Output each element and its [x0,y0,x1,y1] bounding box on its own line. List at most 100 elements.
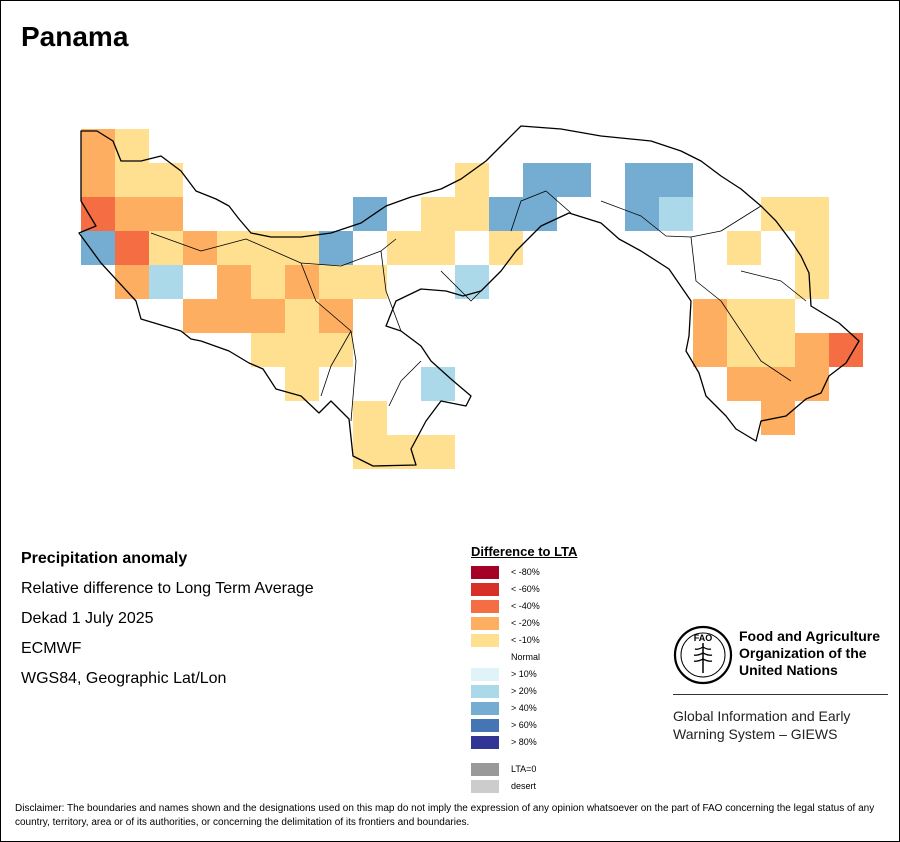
grid-cell [387,401,421,435]
grid-cell [353,265,387,299]
grid-cell [217,265,251,299]
grid-cell [761,231,795,265]
province-border [150,190,807,422]
grid-cell [149,265,183,299]
grid-cell [625,163,659,197]
legend-class-label: > 20% [511,686,537,696]
legend-class-item: < -60% [471,582,577,599]
legend-class-item: > 80% [471,735,577,752]
grid-cell [81,163,115,197]
grid-cell [693,333,727,367]
map-area [78,125,863,469]
grid-cell [285,333,319,367]
grid-cell [761,333,795,367]
system-name: Global Information and Early Warning Sys… [673,708,851,742]
grid-cell [115,231,149,265]
panama-coastline [78,125,860,467]
grid-cell [421,231,455,265]
info-period: Dekad 1 July 2025 [21,610,154,627]
legend-extra: LTA=0 desert [471,762,577,796]
grid-cell [319,333,353,367]
grid-cell [81,129,115,163]
grid-cell [285,265,319,299]
grid-cell [727,367,761,401]
legend-class-item: < -40% [471,599,577,616]
grid-cell [115,265,149,299]
grid-cell [455,231,489,265]
grid-cell [795,367,829,401]
grid-cell [693,197,727,231]
legend-class-swatch [471,719,499,732]
org-name: Food and Agriculture Organization of the… [739,628,881,678]
grid-cell [795,299,829,333]
grid-cell [761,265,795,299]
legend-class-label: > 40% [511,703,537,713]
legend-class-item: < -20% [471,616,577,633]
legend-class-item: > 20% [471,684,577,701]
legend-extra-swatch [471,780,499,793]
grid-cell [387,231,421,265]
grid-cell [795,333,829,367]
grid-cell [251,299,285,333]
legend-class-item: Normal [471,650,577,667]
anomaly-grid [81,129,863,469]
grid-cell [727,231,761,265]
grid-cell [659,163,693,197]
grid-cell [115,129,149,163]
grid-cell [523,197,557,231]
legend-class-label: > 80% [511,737,537,747]
legend-class-label: < -10% [511,635,540,645]
grid-cell [795,197,829,231]
legend-class-swatch [471,600,499,613]
grid-cell [693,231,727,265]
grid-cell [659,197,693,231]
grid-cell [183,299,217,333]
grid-cell [115,197,149,231]
grid-cell [489,197,523,231]
legend-class-item: > 10% [471,667,577,684]
disclaimer: Disclaimer: The boundaries and names sho… [15,803,875,828]
grid-cell [761,299,795,333]
legend-class-item: > 60% [471,718,577,735]
grid-cell [217,231,251,265]
grid-cell [727,401,761,435]
legend-classes: < -80% < -60% < -40% < -20% < -10% Normal > 10… [471,565,577,752]
grid-cell [523,163,557,197]
info-measure: Relative difference to Long Term Average [21,580,314,597]
grid-cell [489,265,523,299]
grid-cell [421,367,455,401]
legend-class-label: > 60% [511,720,537,730]
grid-cell [693,299,727,333]
grid-cell [285,299,319,333]
grid-cell [285,367,319,401]
grid-cell [319,231,353,265]
legend-extra-label: LTA=0 [511,764,537,774]
grid-cell [353,333,387,367]
legend-class-swatch [471,651,499,664]
grid-cell [761,197,795,231]
legend: Difference to LTA < -80% < -60% < -40% < -2… [471,544,577,796]
grid-cell [625,197,659,231]
legend-extra-item: LTA=0 [471,762,577,779]
grid-cell [455,197,489,231]
grid-cell [319,265,353,299]
legend-class-label: > 10% [511,669,537,679]
legend-class-swatch [471,634,499,647]
grid-cell [795,265,829,299]
grid-cell [455,163,489,197]
grid-cell [217,299,251,333]
legend-extra-swatch [471,763,499,776]
grid-cell [727,265,761,299]
legend-class-swatch [471,736,499,749]
grid-cell [353,401,387,435]
legend-class-item: < -10% [471,633,577,650]
grid-cell [421,435,455,469]
grid-cell [353,197,387,231]
legend-class-label: < -40% [511,601,540,611]
legend-extra-label: desert [511,781,537,791]
legend-class-label: < -60% [511,584,540,594]
grid-cell [149,231,183,265]
legend-extra-item: desert [471,779,577,796]
legend-class-swatch [471,685,499,698]
